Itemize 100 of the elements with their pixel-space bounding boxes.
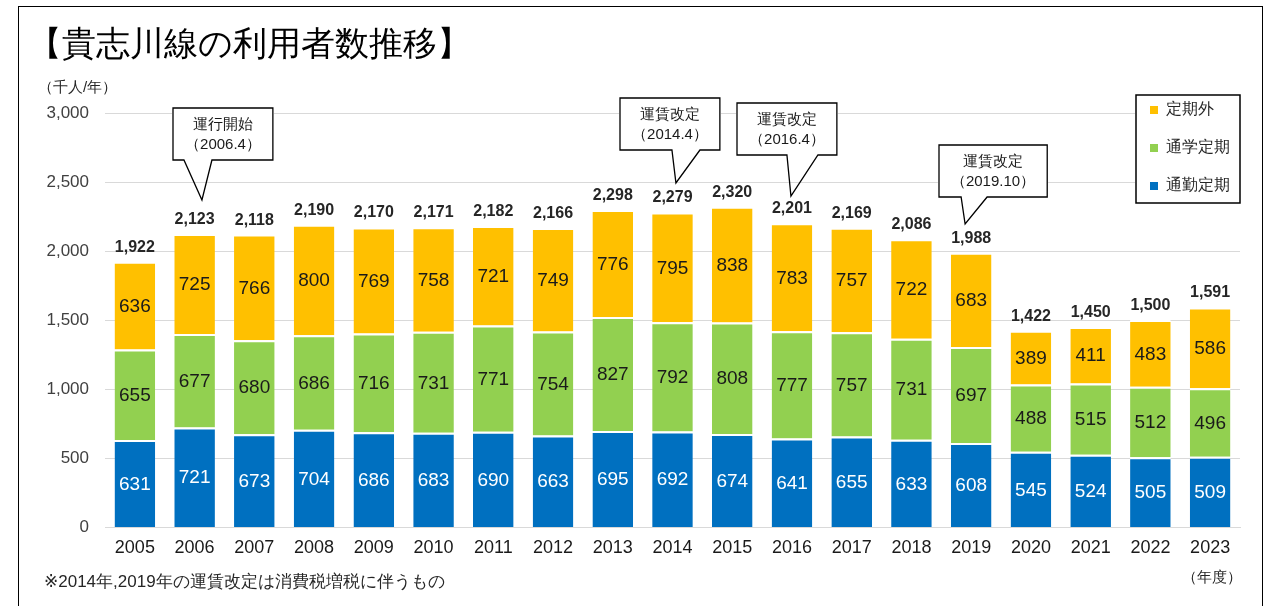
y-tick-label: 1,500 [46, 309, 89, 329]
chart-title: 【貴志川線の利用者数推移】 [28, 24, 471, 62]
data-label: 655 [835, 471, 868, 493]
data-label: 636 [119, 294, 151, 316]
data-label: 783 [776, 266, 808, 288]
data-label: 683 [417, 469, 450, 491]
total-label: 1,450 [1070, 302, 1111, 320]
data-label: 771 [477, 367, 510, 389]
data-label: 411 [1075, 344, 1106, 366]
data-label: 586 [1194, 337, 1226, 359]
data-label: 673 [238, 469, 271, 491]
data-label: 749 [537, 269, 569, 291]
text: ※2014年,2019年の運賃改定は消費税増税に伴うもの [44, 571, 445, 591]
x-tick-label: 2010 [413, 536, 454, 557]
total-label: 2,201 [771, 199, 813, 217]
data-label: 731 [417, 371, 450, 393]
legend-label: 定期外 [1166, 100, 1214, 118]
data-label: 827 [596, 363, 629, 385]
data-label: 631 [119, 472, 151, 494]
data-label: 808 [716, 367, 749, 389]
data-label: 641 [776, 472, 808, 494]
x-tick-label: 2017 [831, 536, 872, 557]
data-label: 838 [716, 253, 749, 275]
total-label: 2,166 [533, 204, 574, 222]
data-label: 769 [357, 269, 390, 291]
total-label: 1,922 [114, 237, 155, 255]
total-label: 2,298 [592, 185, 633, 203]
data-label: 677 [178, 370, 211, 392]
y-tick-label: 2,000 [46, 240, 89, 260]
data-label: 515 [1074, 408, 1107, 430]
data-label: 686 [357, 468, 390, 490]
total-label: 2,190 [294, 200, 335, 218]
data-label: 680 [238, 376, 271, 398]
total-label: 2,170 [353, 203, 394, 221]
total-label: 2,171 [413, 203, 454, 221]
total-label: 1,988 [951, 228, 992, 246]
data-label: 674 [716, 469, 749, 491]
x-tick-label: 2011 [473, 536, 513, 557]
annotation: 運行開始（2006.4） [185, 115, 261, 153]
data-label: 608 [955, 474, 988, 496]
data-label: 758 [417, 268, 450, 290]
data-label: 697 [955, 384, 988, 406]
data-label: 692 [656, 468, 689, 490]
data-label: 545 [1015, 478, 1047, 500]
x-tick-label: 2006 [174, 536, 215, 557]
x-tick-label: 2007 [234, 536, 275, 557]
data-label: 686 [298, 371, 330, 393]
x-tick-label: 2021 [1070, 536, 1111, 557]
data-label: 524 [1074, 480, 1107, 502]
x-tick-label: 2012 [533, 536, 574, 557]
y-tick-label: 0 [79, 516, 89, 536]
annotation: 運賃改定（2014.4） [632, 105, 708, 143]
data-label: 483 [1134, 342, 1167, 364]
data-label: 776 [596, 252, 629, 274]
total-label: 2,182 [473, 201, 514, 219]
data-label: 683 [955, 289, 988, 311]
data-label: 496 [1194, 411, 1226, 433]
data-label: 716 [357, 372, 390, 394]
data-label: 754 [537, 372, 570, 394]
x-tick-label: 2019 [951, 536, 992, 557]
x-tick-label: 2014 [652, 536, 693, 557]
data-label: 757 [835, 269, 868, 291]
data-label: 695 [596, 468, 629, 490]
data-label: 690 [477, 468, 510, 490]
data-label: 721 [178, 466, 211, 488]
total-label: 2,169 [831, 203, 872, 221]
data-label: 766 [238, 276, 271, 298]
y-tick-label: 1,000 [46, 378, 89, 398]
x-tick-label: 2018 [891, 536, 932, 557]
annotation: 運賃改定（2016.4） [749, 110, 825, 148]
x-tick-label: 2013 [592, 536, 633, 557]
data-label: 509 [1194, 481, 1226, 503]
data-label: 389 [1015, 346, 1047, 368]
y-tick-label: 3,000 [46, 102, 89, 122]
data-label: 655 [119, 383, 151, 405]
data-label: 800 [298, 269, 330, 291]
data-label: 704 [298, 467, 331, 489]
total-label: 1,500 [1130, 296, 1171, 313]
x-tick-label: 2008 [294, 536, 335, 557]
legend-label: 通学定期 [1166, 138, 1230, 156]
legend-label: 通勤定期 [1166, 176, 1230, 194]
data-label: 792 [656, 366, 689, 388]
y-tick-label: 500 [60, 447, 89, 467]
total-label: 2,320 [712, 182, 753, 200]
data-label: 488 [1015, 407, 1047, 429]
total-label: 2,123 [174, 210, 215, 228]
data-label: 721 [477, 264, 510, 286]
annotation: 運賃改定（2019.10） [950, 152, 1036, 190]
x-tick-label: 2020 [1010, 536, 1051, 557]
data-label: 725 [178, 273, 211, 295]
x-axis-title: （年度） [1182, 568, 1242, 586]
x-tick-label: 2016 [771, 536, 812, 557]
data-label: 633 [895, 472, 928, 494]
data-label: 722 [895, 278, 928, 300]
total-label: 1,422 [1010, 306, 1052, 324]
total-label: 1,591 [1190, 283, 1231, 301]
y-tick-label: 2,500 [46, 171, 89, 191]
total-label: 2,086 [891, 215, 932, 233]
data-label: 795 [656, 256, 689, 278]
total-label: 2,118 [234, 210, 275, 228]
